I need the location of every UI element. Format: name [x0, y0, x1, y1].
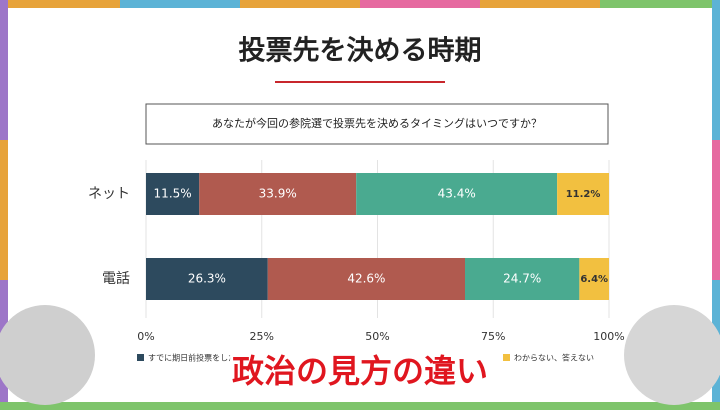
value-label: 6.4% [580, 274, 608, 285]
x-tick-label: 100% [593, 330, 624, 343]
bar-segment [199, 173, 357, 215]
x-tick-label: 0% [137, 330, 154, 343]
y-tick-label: 電話 [102, 270, 130, 287]
person-right [624, 305, 720, 405]
chart-title: 投票先を決める時期 [239, 36, 482, 67]
bar-segment [146, 173, 200, 215]
caption: 政治の見方の違い [232, 352, 488, 390]
value-label: 24.7% [503, 272, 541, 286]
bar-segment [146, 258, 268, 300]
bar-segment [356, 173, 558, 215]
question: あなたが今回の参院選で投票先を決めるタイミングはいつですか？ [212, 116, 542, 130]
value-label: 33.9% [259, 187, 297, 201]
border-top [120, 0, 240, 8]
value-label: 11.2% [566, 189, 601, 200]
x-tick-label: 25% [250, 330, 274, 343]
value-label: 26.3% [188, 272, 226, 286]
bar-segment [557, 173, 609, 215]
legend-swatch [503, 354, 510, 361]
legend-swatch [137, 354, 144, 361]
bar-segment [267, 258, 466, 300]
border-top [360, 0, 480, 8]
border-bottom [0, 402, 720, 410]
person-left [0, 305, 95, 405]
y-tick-label: ネット [88, 186, 130, 202]
border-top [600, 0, 720, 8]
value-label: 42.6% [347, 272, 385, 286]
value-label: 11.5% [154, 187, 192, 201]
bar-segment [465, 258, 580, 300]
x-tick-label: 75% [481, 330, 505, 343]
plot: 0% 25% 50% 75% 100% ネット 11.5% 33.9% 43.4% 11.2% 電話… [88, 160, 625, 363]
x-tick-label: 50% [365, 330, 389, 343]
value-label: 43.4% [438, 187, 476, 201]
border-right [712, 140, 720, 280]
bar-segment [579, 258, 609, 300]
question-box [145, 103, 609, 145]
legend-label: すでに期日前投票をした [148, 353, 236, 363]
border-left [0, 140, 8, 280]
legend-label: わからない、答えない [514, 353, 594, 363]
